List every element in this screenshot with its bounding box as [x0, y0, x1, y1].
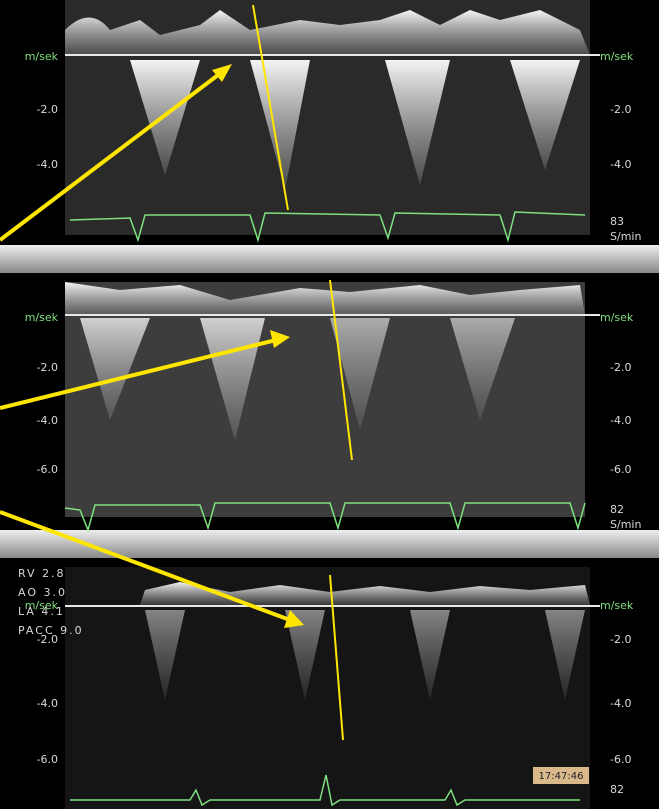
- doppler-composite: m/sek -2.0 -4.0 m/sek -2.0 -4.0 83 S/min m/sek -2…: [0, 0, 659, 809]
- label: -6.0: [37, 463, 58, 476]
- label: AO 3.0: [18, 586, 67, 599]
- label: -4.0: [37, 697, 58, 710]
- label: -4.0: [610, 158, 631, 171]
- label: LA 4.1: [18, 605, 65, 618]
- label: -4.0: [37, 158, 58, 171]
- separator: [0, 530, 659, 558]
- label: m/sek: [600, 311, 634, 324]
- label: RV 2.8: [18, 567, 66, 580]
- label: S/min: [610, 518, 641, 531]
- label: -2.0: [37, 103, 58, 116]
- label: -2.0: [37, 361, 58, 374]
- label: -2.0: [610, 361, 631, 374]
- separator: [0, 245, 659, 273]
- label: m/sek: [600, 599, 634, 612]
- label: -6.0: [610, 753, 631, 766]
- label: S/min: [610, 230, 641, 243]
- label: -4.0: [610, 414, 631, 427]
- label: 17:47:46: [539, 771, 584, 782]
- label: PACC 9.0: [18, 624, 84, 637]
- label: m/sek: [600, 50, 634, 63]
- label: -2.0: [610, 103, 631, 116]
- label: -6.0: [37, 753, 58, 766]
- label: 82: [610, 503, 624, 516]
- label: m/sek: [25, 311, 59, 324]
- label: m/sek: [25, 50, 59, 63]
- label: -2.0: [610, 633, 631, 646]
- label: -4.0: [37, 414, 58, 427]
- label: -6.0: [610, 463, 631, 476]
- panel-2-area: [65, 282, 585, 517]
- label: 83: [610, 215, 624, 228]
- label: 82: [610, 783, 624, 796]
- label: -4.0: [610, 697, 631, 710]
